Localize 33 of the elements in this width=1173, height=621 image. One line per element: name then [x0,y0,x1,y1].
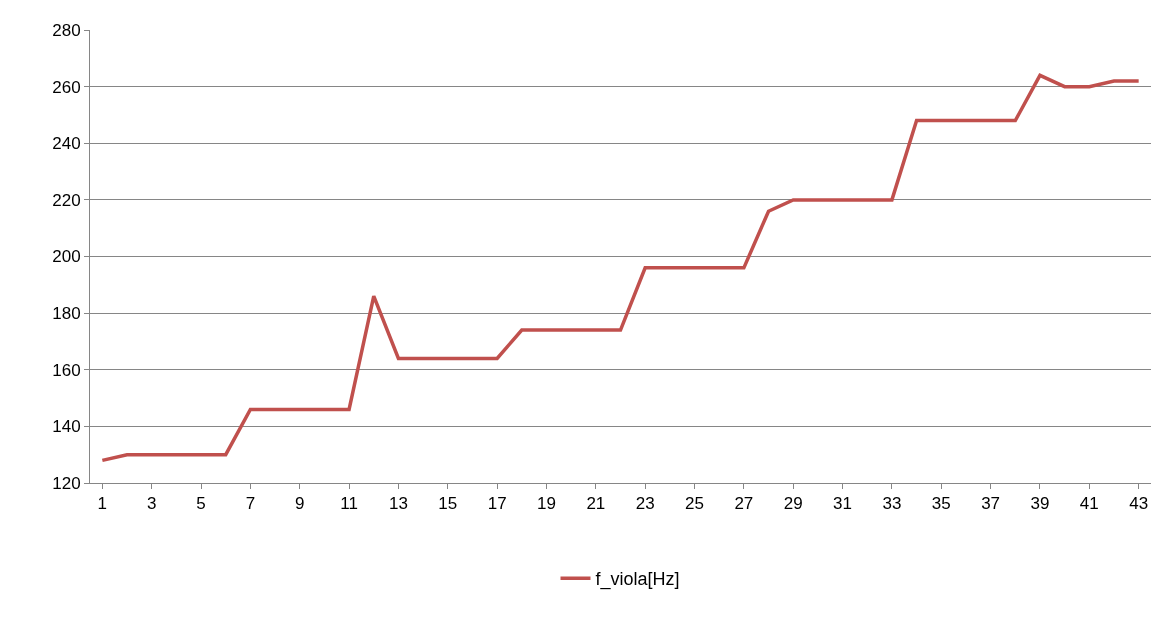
line-series [100,73,1141,463]
x-tick-label: 21 [586,494,606,514]
x-tick-label: 9 [295,494,305,514]
y-tick-label: 260 [52,77,81,97]
x-tick-label: 31 [833,494,853,514]
x-tick-label: 29 [783,494,803,514]
x-tick-label: 3 [146,494,157,514]
x-tick-label: 7 [245,494,256,514]
x-tick-label: 39 [1030,494,1050,514]
y-tick-label: 280 [52,20,81,40]
x-tick-label: 37 [981,494,1001,514]
x-tick-label: 1 [97,494,108,514]
x-tick-label: 33 [882,494,902,514]
x-tick-label: 23 [635,494,655,514]
x-tick-label: 13 [388,494,408,514]
x-tick-label: 17 [487,494,507,514]
y-tick-label: 180 [52,304,81,324]
x-tick-label: 43 [1129,494,1149,514]
x-tick-label: 19 [537,494,556,514]
x-tick-label: 25 [685,494,704,514]
x-tick-label: 27 [734,494,754,514]
x-tick-label: 35 [931,494,951,514]
x-tick-label: 15 [438,494,458,514]
y-tick-label: 120 [52,473,81,493]
y-tick-label: 200 [52,247,81,267]
x-tick-label: 11 [340,494,358,514]
y-tick-label: 220 [52,190,81,210]
y-tick-label: 160 [52,360,81,380]
y-tick-label: 240 [52,134,81,154]
y-tick-label: 140 [52,417,81,437]
x-tick-label: 41 [1079,494,1099,514]
x-tick-label: 5 [196,494,206,514]
legend-label: f_viola[Hz] [595,569,680,591]
